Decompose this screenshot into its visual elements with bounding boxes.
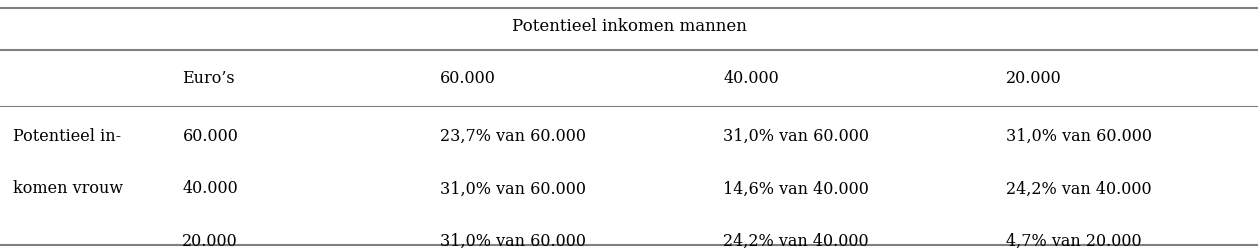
Text: 24,2% van 40.000: 24,2% van 40.000	[723, 233, 869, 250]
Text: 4,7% van 20.000: 4,7% van 20.000	[1006, 233, 1142, 250]
Text: komen vrouw: komen vrouw	[13, 180, 123, 198]
Text: Potentieel in-: Potentieel in-	[13, 128, 121, 145]
Text: 40.000: 40.000	[723, 70, 779, 87]
Text: 60.000: 60.000	[182, 128, 238, 145]
Text: 23,7% van 60.000: 23,7% van 60.000	[440, 128, 586, 145]
Text: 60.000: 60.000	[440, 70, 496, 87]
Text: 31,0% van 60.000: 31,0% van 60.000	[440, 180, 586, 198]
Text: 20.000: 20.000	[1006, 70, 1062, 87]
Text: 24,2% van 40.000: 24,2% van 40.000	[1006, 180, 1152, 198]
Text: 31,0% van 60.000: 31,0% van 60.000	[1006, 128, 1152, 145]
Text: 31,0% van 60.000: 31,0% van 60.000	[723, 128, 869, 145]
Text: 20.000: 20.000	[182, 233, 238, 250]
Text: 31,0% van 60.000: 31,0% van 60.000	[440, 233, 586, 250]
Text: 40.000: 40.000	[182, 180, 238, 198]
Text: Potentieel inkomen mannen: Potentieel inkomen mannen	[512, 18, 746, 35]
Text: 14,6% van 40.000: 14,6% van 40.000	[723, 180, 869, 198]
Text: Euro’s: Euro’s	[182, 70, 235, 87]
